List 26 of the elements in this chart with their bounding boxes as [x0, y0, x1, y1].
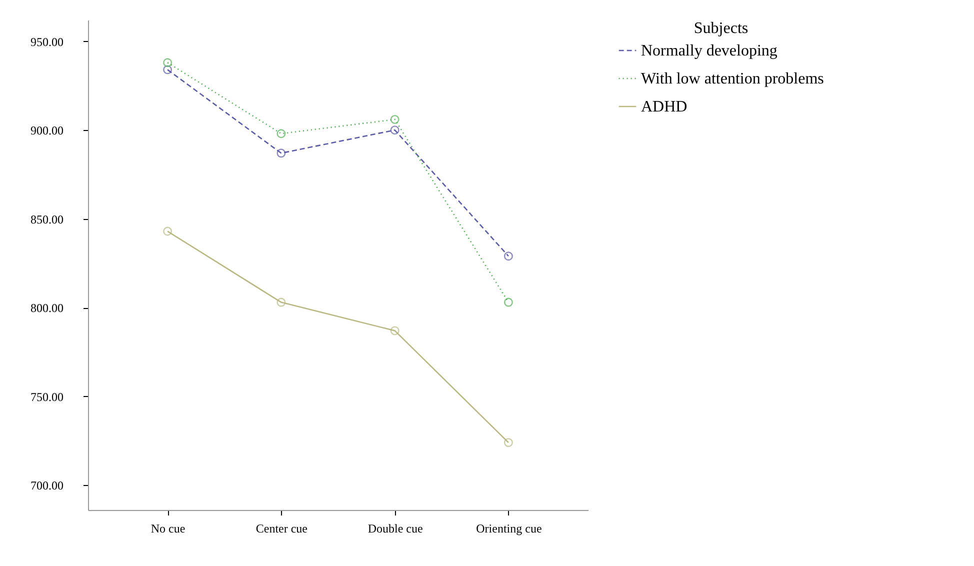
y-tick-label: 850.00	[30, 212, 64, 226]
y-tick-label: 750.00	[30, 390, 64, 404]
point	[390, 326, 400, 336]
point	[163, 65, 172, 74]
point	[390, 114, 400, 124]
y-tick-label: 950.00	[30, 34, 64, 49]
legend-title: Subjects	[694, 20, 748, 37]
y-tick-label: 900.00	[30, 124, 64, 138]
legend-label: With low attention problems	[641, 70, 824, 88]
point	[504, 298, 513, 307]
point	[276, 148, 286, 158]
y-tick-label: 800.00	[30, 301, 64, 316]
legend-label: Normally developing	[641, 42, 778, 60]
point	[276, 298, 286, 307]
point	[504, 438, 513, 447]
point	[504, 252, 513, 261]
point	[163, 226, 172, 236]
legend-label: ADHD	[641, 98, 688, 116]
x-tick-label: Double cue	[368, 522, 423, 536]
x-tick-label: Orienting cue	[476, 522, 542, 536]
point	[390, 126, 400, 135]
point	[276, 129, 286, 138]
x-tick-label: Center cue	[256, 522, 308, 536]
x-tick-label: No cue	[150, 522, 186, 536]
point	[163, 58, 172, 68]
y-tick-label: 700.00	[30, 478, 64, 493]
